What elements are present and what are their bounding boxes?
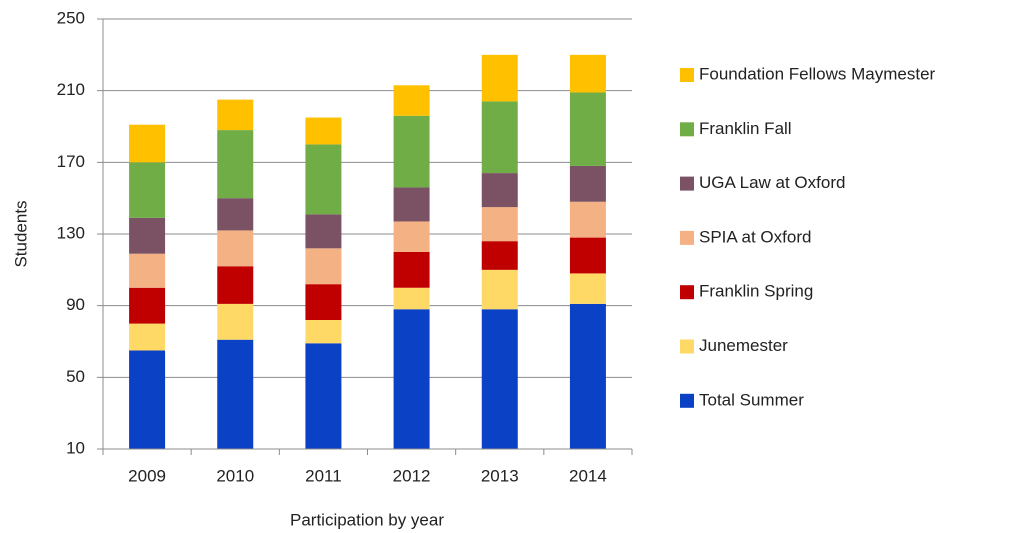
y-tick-label: 50 (66, 367, 85, 386)
bar-segment (217, 230, 254, 267)
bar-segment (481, 269, 518, 310)
bar-segment (129, 253, 166, 288)
bar-segment (305, 343, 342, 449)
bar-segment (305, 117, 342, 145)
y-tick-label: 250 (57, 8, 85, 27)
bar-segment (305, 144, 342, 215)
bar-segment (217, 198, 254, 231)
bar-segment (305, 248, 342, 285)
legend-label: SPIA at Oxford (699, 227, 811, 246)
y-tick-label: 10 (66, 438, 85, 457)
x-axis-title: Participation by year (290, 510, 444, 529)
bar-segment (481, 101, 518, 174)
bar-segment (569, 273, 606, 304)
x-tick-label: 2010 (216, 466, 254, 485)
bar-segment (569, 92, 606, 166)
bar-segment (481, 207, 518, 242)
bar-segment (129, 323, 166, 351)
bar-segment (129, 217, 166, 254)
bar-segment (481, 54, 518, 102)
bar-segment (569, 165, 606, 202)
x-tick-label: 2012 (393, 466, 431, 485)
bar-segment (217, 303, 254, 340)
y-tick-label: 170 (57, 152, 85, 171)
legend-swatch (680, 339, 694, 354)
bar-segment (569, 54, 606, 93)
bar-segment (129, 350, 166, 449)
bar-segment (393, 287, 430, 310)
y-tick-label: 90 (66, 295, 85, 314)
x-tick-label: 2011 (305, 466, 342, 485)
legend-label: Total Summer (699, 390, 804, 409)
bar-segment (393, 115, 430, 188)
legend-swatch (680, 68, 694, 82)
x-tick-label: 2014 (569, 466, 607, 485)
bar-segment (129, 287, 166, 324)
y-tick-label: 130 (57, 223, 85, 242)
bar-segment (393, 309, 430, 449)
legend-label: Franklin Fall (699, 119, 792, 138)
legend-label: UGA Law at Oxford (699, 173, 845, 192)
legend-swatch (680, 122, 694, 137)
bar-segment (217, 339, 254, 449)
x-tick-label: 2013 (481, 466, 519, 485)
y-axis-title: Students (11, 200, 30, 267)
legend-label: Franklin Spring (699, 282, 813, 301)
bar-segment (393, 187, 430, 222)
bar-segment (481, 173, 518, 208)
bar-segment (217, 99, 254, 131)
bar-segment (393, 221, 430, 252)
bar-segment (217, 266, 254, 304)
bar-segment (305, 214, 342, 249)
legend-label: Foundation Fellows Maymester (699, 64, 936, 83)
bar-segment (481, 241, 518, 270)
bar-segment (393, 251, 430, 288)
bar-segment (393, 85, 430, 116)
bar-segment (129, 162, 166, 218)
bar-segment (305, 320, 342, 344)
bar-segment (217, 130, 254, 199)
bar-segment (129, 124, 166, 163)
bar-segment (305, 284, 342, 320)
legend-swatch (680, 176, 694, 191)
bar-segment (481, 309, 518, 449)
x-tick-label: 2009 (128, 466, 166, 485)
bar-segment (569, 201, 606, 238)
legend-swatch (680, 393, 694, 408)
y-tick-label: 210 (57, 80, 85, 99)
legend-label: Junemester (699, 336, 788, 355)
bar-segment (569, 237, 606, 274)
legend-swatch (680, 285, 694, 300)
legend-swatch (680, 230, 694, 245)
bar-segment (569, 303, 606, 449)
